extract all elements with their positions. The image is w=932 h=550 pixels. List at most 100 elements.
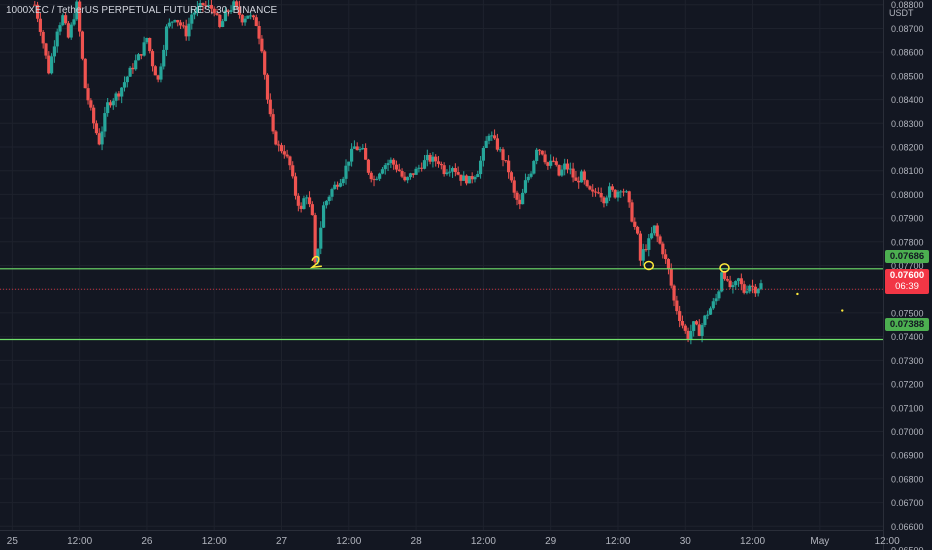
candle-up: [324, 201, 328, 206]
candle-up: [389, 159, 393, 164]
candle-down: [355, 146, 359, 151]
candle-down: [66, 23, 71, 38]
candle-down: [38, 18, 42, 32]
last-price-value: 0.07600: [889, 270, 925, 281]
time-axis[interactable]: 25 12:00 26 12:00 27 12:00 28 12:00 29 12:00 30 12:…: [0, 530, 900, 550]
time-tick-label: 12:00: [875, 536, 900, 547]
candle-up: [122, 82, 127, 88]
candle-down: [630, 202, 634, 222]
time-tick-label: 25: [7, 536, 19, 547]
candle-down: [251, 15, 256, 18]
candle-up: [246, 15, 250, 19]
candle-up: [711, 301, 715, 309]
candle-down: [178, 22, 183, 26]
price-tick-label: 0.08100: [891, 166, 924, 176]
candle-down: [366, 159, 371, 173]
time-tick-label: 12:00: [67, 536, 92, 547]
candle-down: [680, 320, 685, 326]
candle-up: [378, 173, 382, 179]
candle-up: [134, 60, 138, 70]
candle-up: [692, 321, 696, 331]
candle-down: [394, 164, 399, 170]
candle-down: [672, 285, 676, 301]
time-tick-label: 29: [545, 536, 557, 547]
candle-down: [540, 150, 544, 155]
candle-up: [526, 176, 530, 181]
price-tick-label: 0.07500: [891, 308, 924, 318]
candle-down: [509, 172, 514, 181]
candle-down: [153, 66, 157, 76]
candle-down: [403, 176, 407, 181]
candle-down: [537, 149, 542, 151]
candle-up: [380, 169, 385, 174]
time-tick-label: May: [810, 536, 829, 547]
candle-up: [352, 146, 357, 149]
candle-up: [192, 12, 197, 15]
candle-up: [745, 291, 749, 293]
candle-up: [100, 131, 104, 145]
candle-down: [184, 25, 188, 37]
price-tick-label: 0.07000: [891, 427, 924, 437]
candle-down: [254, 17, 258, 27]
candle-down: [131, 67, 135, 70]
candle-down: [686, 330, 690, 340]
candle-down: [439, 163, 443, 166]
candle-down: [282, 151, 286, 155]
candle-down: [585, 180, 589, 187]
candle-down: [613, 189, 617, 198]
candle-down: [557, 164, 561, 176]
candle-up: [700, 325, 704, 336]
candle-down: [596, 192, 600, 194]
circle-annotation: [643, 260, 655, 271]
candle-down: [288, 156, 292, 166]
resistance-price-tag: 0.07686: [885, 250, 929, 263]
candle-down: [574, 177, 578, 181]
candle-up: [344, 165, 348, 179]
candle-down: [108, 102, 113, 106]
candle-up: [52, 46, 56, 57]
candle-up: [535, 149, 539, 161]
candle-up: [319, 227, 323, 249]
candle-down: [268, 99, 272, 115]
candle-up: [478, 160, 483, 175]
candle-up: [417, 167, 421, 169]
candle-down: [226, 10, 230, 12]
candle-down: [400, 171, 404, 177]
price-tick-label: 0.07200: [891, 380, 924, 390]
candle-down: [658, 236, 662, 244]
candle-up: [106, 102, 110, 114]
candle-up: [521, 192, 525, 205]
candle-down: [453, 168, 457, 173]
support-price-tag: 0.07388: [885, 318, 929, 331]
candle-down: [739, 278, 743, 285]
candle-down: [588, 186, 592, 190]
candle-up: [467, 176, 471, 184]
time-tick-label: 12:00: [740, 536, 765, 547]
candle-down: [565, 163, 570, 170]
time-axis-panel: [0, 530, 883, 550]
candle-up: [229, 10, 233, 12]
currency-label: USDT: [889, 8, 914, 18]
candle-up: [549, 160, 553, 166]
candle-down: [83, 58, 87, 89]
candle-up: [481, 147, 485, 161]
candle-down: [313, 215, 317, 263]
candle-up: [350, 148, 354, 162]
candle-up: [327, 196, 331, 202]
candle-up: [375, 178, 379, 180]
candle-down: [638, 233, 642, 261]
candle-down: [571, 168, 575, 178]
candle-down: [591, 189, 595, 192]
horizontal-levels[interactable]: [0, 268, 883, 341]
candle-down: [655, 225, 659, 237]
candle-up: [406, 177, 410, 181]
candle-up: [187, 23, 191, 37]
price-tick-label: 0.08000: [891, 190, 924, 200]
annotations: [309, 255, 844, 312]
candle-up: [490, 135, 494, 137]
candle-up: [302, 198, 306, 209]
candle-down: [35, 4, 40, 19]
price-tick-label: 0.08700: [891, 24, 924, 34]
candle-down: [543, 154, 547, 163]
